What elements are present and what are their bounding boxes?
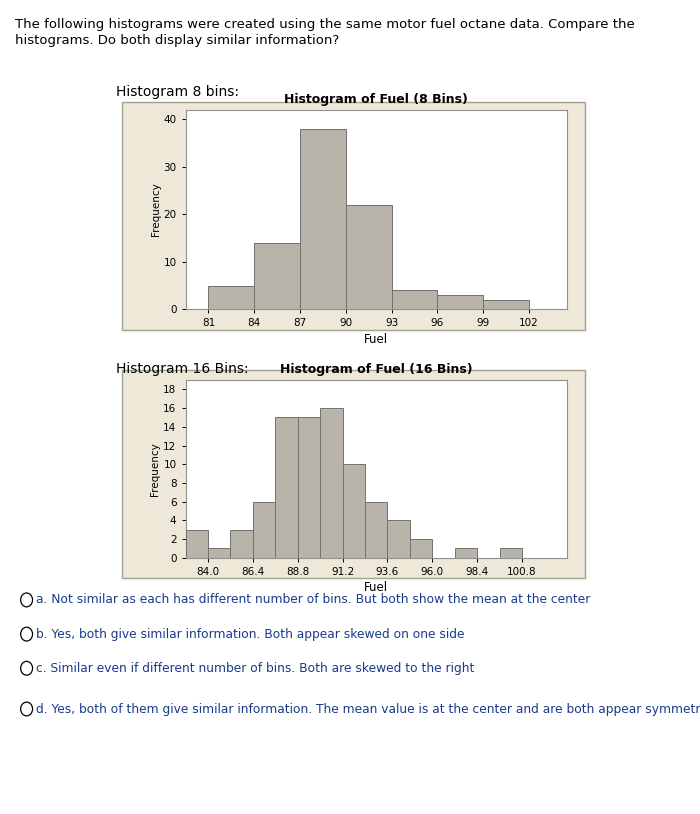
Bar: [342, 464, 365, 558]
Text: c. Similar even if different number of bins. Both are skewed to the right: c. Similar even if different number of b…: [36, 662, 475, 675]
Bar: [186, 530, 208, 558]
Text: The following histograms were created using the same motor fuel octane data. Com: The following histograms were created us…: [15, 18, 635, 31]
Text: Histogram 8 bins:: Histogram 8 bins:: [116, 85, 239, 99]
Text: histograms. Do both display similar information?: histograms. Do both display similar info…: [15, 34, 339, 47]
Bar: [275, 418, 298, 558]
Bar: [254, 243, 300, 309]
Bar: [410, 539, 433, 558]
Bar: [455, 549, 477, 558]
Text: a. Not similar as each has different number of bins. But both show the mean at t: a. Not similar as each has different num…: [36, 593, 591, 606]
Text: b. Yes, both give similar information. Both appear skewed on one side: b. Yes, both give similar information. B…: [36, 628, 465, 641]
Text: d. Yes, both of them give similar information. The mean value is at the center a: d. Yes, both of them give similar inform…: [36, 702, 700, 716]
Bar: [300, 129, 346, 309]
Title: Histogram of Fuel (16 Bins): Histogram of Fuel (16 Bins): [280, 363, 472, 376]
X-axis label: Fuel: Fuel: [364, 332, 388, 345]
Bar: [208, 549, 230, 558]
Bar: [388, 520, 410, 558]
Bar: [320, 408, 342, 558]
Bar: [253, 501, 275, 558]
Bar: [483, 300, 528, 309]
X-axis label: Fuel: Fuel: [364, 580, 388, 593]
Bar: [391, 291, 438, 309]
Bar: [346, 205, 391, 309]
Text: Histogram 16 Bins:: Histogram 16 Bins:: [116, 362, 248, 376]
Bar: [230, 530, 253, 558]
Bar: [438, 295, 483, 309]
Title: Histogram of Fuel (8 Bins): Histogram of Fuel (8 Bins): [284, 93, 468, 106]
Bar: [365, 501, 388, 558]
Y-axis label: Frequency: Frequency: [150, 182, 160, 237]
Bar: [500, 549, 522, 558]
Bar: [209, 286, 254, 309]
Bar: [298, 418, 320, 558]
Y-axis label: Frequency: Frequency: [150, 442, 160, 496]
